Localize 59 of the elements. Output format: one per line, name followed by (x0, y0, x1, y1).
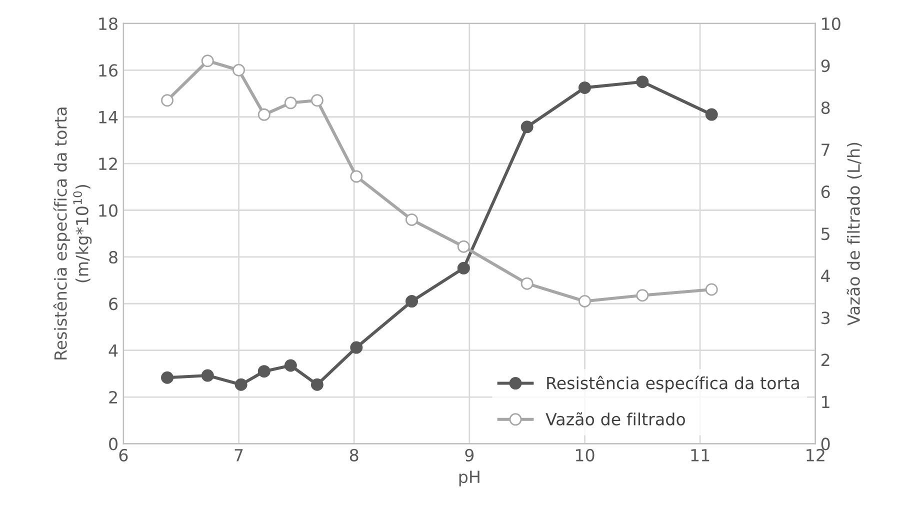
y2-tick-label: 8 (821, 101, 830, 114)
point (457, 240, 470, 253)
point (520, 277, 534, 290)
x-tick-label: 7 (234, 449, 243, 462)
point (201, 369, 214, 382)
point (284, 359, 297, 372)
y2-tick-label: 5 (822, 228, 830, 240)
point (201, 54, 214, 68)
point (258, 108, 270, 121)
y2-tick-label: 0 (821, 438, 830, 450)
point (284, 96, 297, 110)
point (406, 295, 418, 308)
x-tick-label: 10 (576, 448, 594, 462)
y2-tick-label: 1 (822, 396, 830, 408)
y2-tick-label: 9 (821, 59, 830, 72)
y-tick-label: 14 (99, 111, 118, 124)
x-tick-label: 9 (465, 448, 474, 462)
x-axis-title: pH (459, 470, 480, 486)
legend-label: Resistência específica da torta (547, 376, 799, 393)
y-tick-label: 12 (99, 158, 117, 170)
point (578, 295, 591, 308)
y2-tick-label: 7 (822, 144, 830, 156)
y2-axis-title: Vazão de filtrado (L/h) (846, 142, 862, 326)
y-tick-label: 0 (109, 438, 118, 450)
y2-tick-label: 6 (821, 186, 830, 198)
point (457, 262, 470, 274)
y-tick-label: 8 (109, 250, 118, 264)
y2-tick-label: 4 (821, 270, 830, 282)
y-tick-label: 6 (109, 298, 118, 310)
point (161, 371, 174, 384)
y-tick-label: 10 (99, 204, 118, 217)
y2-tick-label: 2 (821, 354, 830, 366)
point (350, 341, 363, 354)
point (705, 283, 718, 296)
point (234, 378, 248, 391)
legend-label: Vazão de filtrado (546, 412, 686, 426)
point (232, 64, 246, 76)
point (578, 81, 591, 94)
point (406, 213, 418, 226)
y-tick-label: 4 (108, 344, 118, 357)
point (520, 120, 534, 134)
y2-tick-label: 3 (822, 312, 830, 324)
x-tick-label: 11 (691, 449, 710, 462)
point (705, 108, 718, 121)
y-tick-label: 18 (99, 17, 118, 30)
y2-tick-label: 10 (822, 17, 840, 30)
point (636, 289, 649, 302)
y-axis-title: Resistência específica da torta (m/kg*10$^{10}$) (53, 108, 92, 360)
point (310, 378, 324, 391)
y-tick-label: 2 (109, 390, 117, 404)
point (161, 94, 174, 107)
point (258, 365, 270, 378)
x-tick-label: 8 (350, 448, 358, 462)
point (310, 94, 324, 107)
x-tick-label: 12 (806, 448, 824, 462)
y-tick-label: 16 (99, 64, 118, 77)
point (636, 76, 649, 88)
point (350, 170, 363, 183)
x-tick-label: 6 (119, 448, 128, 462)
